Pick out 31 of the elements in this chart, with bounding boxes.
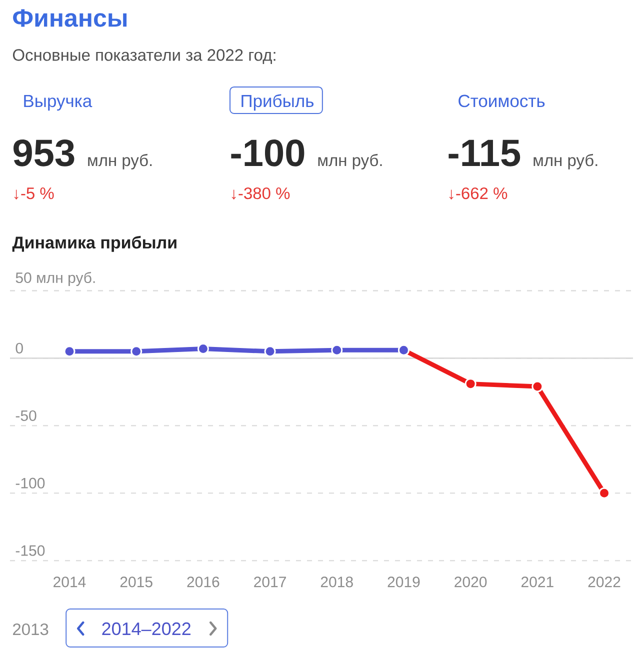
x-tick-label: 2019 [388, 576, 420, 588]
text: млн руб. [88, 154, 152, 170]
y-tick-label: 0 [16, 342, 23, 354]
text: ↓-662 % [449, 187, 508, 200]
text: 2014–2022 [102, 622, 190, 636]
text: 2013 [13, 623, 48, 636]
text: Стоимость [458, 94, 545, 108]
text: Основные показатели за 2022 год: [12, 49, 276, 64]
x-tick-label: 2015 [120, 576, 152, 588]
text: Финансы [13, 9, 127, 27]
x-tick-label: 2016 [187, 576, 220, 588]
text: 953 [14, 139, 74, 166]
x-tick-label: 2014 [54, 576, 86, 588]
x-tick-label: 2022 [588, 576, 620, 588]
text: млн руб. [318, 154, 382, 170]
y-tick-label: -150 [16, 545, 45, 556]
chart-title: Динамика прибыли [12, 236, 176, 252]
text: ↓-380 % [232, 187, 290, 200]
x-tick-label: 2021 [521, 576, 554, 588]
text: Выручка [24, 94, 92, 111]
text: -115 [448, 140, 520, 166]
text: Прибыль [242, 94, 314, 111]
x-tick-label: 2020 [454, 576, 487, 588]
x-tick-label: 2017 [254, 576, 286, 588]
y-tick-label: 50 млн руб. [16, 272, 95, 286]
y-tick-label: -50 [16, 410, 36, 421]
text: млн руб. [534, 154, 598, 170]
y-tick-label: -100 [16, 478, 45, 488]
text: ↓-5 % [14, 188, 54, 200]
text: -100 [231, 139, 304, 166]
x-tick-label: 2018 [320, 576, 353, 588]
